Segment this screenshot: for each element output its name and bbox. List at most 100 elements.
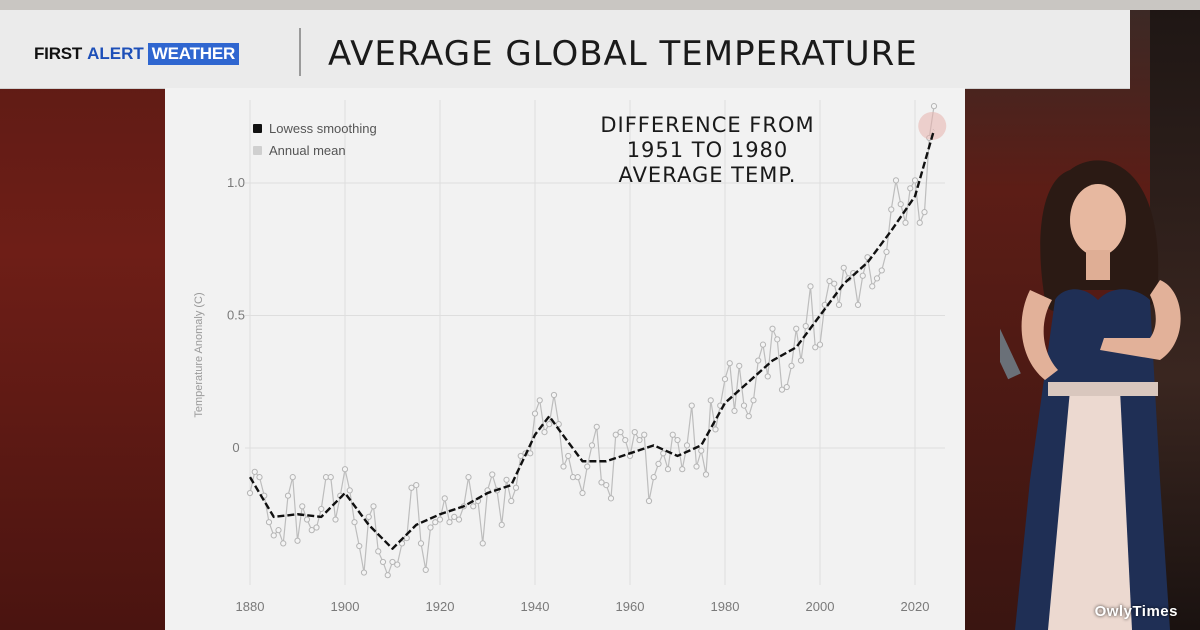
presenter-arm-right	[1100, 280, 1181, 360]
watermark: OwlyTimes	[1094, 603, 1178, 620]
annual-mean-point	[427, 524, 434, 531]
annual-mean-point	[859, 272, 866, 279]
annual-mean-point	[826, 277, 833, 285]
y-tick-label: 0	[232, 440, 239, 455]
header-divider	[299, 28, 301, 76]
chart-grid	[245, 100, 945, 585]
annual-mean-point	[607, 495, 615, 502]
annual-mean-point	[645, 497, 653, 505]
annual-mean-point	[479, 540, 486, 547]
annual-mean-point	[650, 474, 657, 481]
x-tick-label: 1900	[331, 599, 360, 614]
x-tick-label: 2000	[806, 599, 835, 614]
chart-legend: Lowess smoothing Annual mean	[253, 117, 377, 161]
annual-mean-point	[256, 474, 263, 481]
annual-mean-point	[769, 325, 776, 332]
annual-mean-point	[593, 423, 600, 430]
annual-mean-point	[755, 357, 762, 364]
annual-mean-point	[916, 219, 923, 226]
annual-mean-point	[584, 463, 591, 470]
page-title: AVERAGE GLOBAL TEMPERATURE	[328, 34, 918, 74]
annotation-line-2: 1951 TO 1980	[626, 138, 789, 162]
station-logo: FIRST ALERT WEATHER	[34, 43, 240, 65]
annual-mean-point	[693, 463, 700, 470]
legend-label-smoothing: Lowess smoothing	[269, 120, 377, 136]
annual-mean-point	[869, 283, 876, 290]
brand-first-text: FIRST	[34, 44, 83, 63]
annual-mean-point	[351, 519, 358, 526]
annual-mean-point	[878, 267, 885, 274]
annual-mean-point	[603, 482, 610, 489]
annual-mean-point	[370, 503, 377, 510]
annual-mean-point	[636, 436, 643, 444]
chart-series	[246, 103, 947, 579]
annual-mean-point	[508, 497, 515, 505]
annual-mean-point	[902, 219, 909, 226]
annual-mean-point	[512, 484, 520, 491]
annual-mean-point	[736, 362, 743, 369]
annual-mean-point	[911, 177, 919, 184]
annual-mean-point	[641, 431, 648, 438]
annual-mean-point	[778, 386, 786, 393]
annual-mean-point	[831, 280, 838, 287]
annual-mean-point	[612, 431, 619, 438]
annual-mean-point	[394, 561, 401, 568]
annual-mean-point	[413, 482, 420, 489]
annual-mean-point	[835, 301, 843, 308]
annual-mean-point	[588, 442, 596, 449]
annual-mean-point	[251, 468, 258, 475]
annual-mean-point	[375, 548, 382, 555]
x-tick-label: 1980	[711, 599, 740, 614]
chart-annotation: DIFFERENCE FROM 1951 TO 1980 AVERAGE TEM…	[585, 113, 830, 188]
annual-mean-point	[712, 426, 719, 433]
x-tick-label: 1960	[616, 599, 645, 614]
annual-mean-point	[745, 413, 752, 420]
annual-mean-point	[327, 474, 334, 481]
annotation-line-1: DIFFERENCE FROM	[600, 113, 815, 137]
studio-background-top	[0, 0, 1200, 10]
annual-mean-point	[360, 569, 368, 576]
brand-alert-text: ALERT	[87, 44, 144, 63]
y-axis-label: Temperature Anomaly (C)	[193, 292, 205, 417]
annual-mean-point	[783, 383, 790, 391]
legend-swatch-annual	[253, 145, 262, 155]
annual-mean-point	[574, 474, 581, 481]
annual-mean-point	[294, 537, 301, 544]
annual-mean-point	[332, 516, 339, 523]
annual-mean-point	[470, 503, 477, 510]
annual-mean-point	[731, 407, 738, 414]
annual-mean-point	[503, 476, 510, 483]
annual-mean-point	[275, 527, 282, 534]
annual-mean-point	[498, 521, 505, 528]
annual-mean-point	[764, 373, 771, 380]
presenter-face	[1070, 184, 1126, 256]
presenter-neck	[1086, 250, 1110, 280]
annual-mean-point	[683, 442, 691, 449]
annual-mean-point	[707, 397, 714, 404]
annual-mean-point	[774, 336, 781, 343]
studio-background-left	[0, 0, 170, 630]
annual-mean-point	[892, 177, 900, 184]
annual-mean-point	[679, 466, 686, 473]
annual-mean-point	[517, 452, 524, 460]
annual-mean-point	[816, 341, 824, 348]
legend-item-annual: Annual mean	[253, 139, 377, 161]
annual-mean-point	[489, 471, 496, 478]
legend-label-annual: Annual mean	[269, 142, 346, 158]
annual-mean-point	[403, 535, 410, 542]
annual-mean-point	[289, 474, 296, 481]
annual-mean-point	[655, 460, 662, 467]
annual-mean-point	[346, 487, 353, 494]
annual-mean-point	[669, 431, 676, 438]
presenter-arm-left	[1021, 290, 1058, 380]
annual-mean-point	[807, 283, 814, 290]
annual-mean-point	[598, 479, 605, 486]
annual-mean-point	[840, 264, 847, 271]
annual-mean-point	[617, 429, 624, 436]
x-tick-label: 1940	[521, 599, 550, 614]
brand-weather-text: WEATHER	[147, 43, 240, 65]
annual-mean-point	[308, 527, 315, 534]
annual-mean-point	[280, 540, 287, 547]
annual-mean-point	[465, 474, 472, 481]
